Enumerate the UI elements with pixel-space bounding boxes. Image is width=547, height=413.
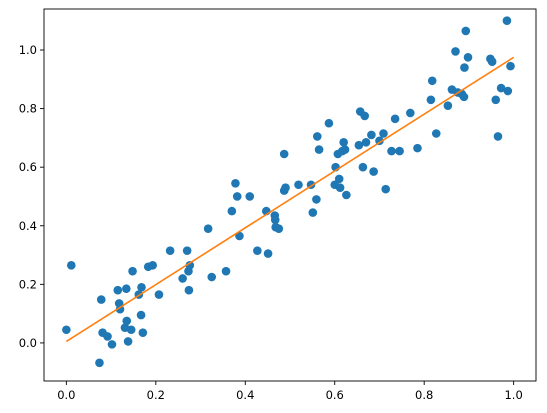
x-tick-label: 0.4	[236, 388, 254, 402]
x-tick-label: 0.0	[57, 388, 75, 402]
scatter-point	[113, 285, 123, 295]
scatter-point	[279, 149, 289, 159]
x-tick-label: 0.6	[326, 388, 344, 402]
scatter-point	[203, 224, 213, 233]
scatter-point	[148, 260, 157, 270]
scatter-point	[128, 266, 137, 276]
scatter-point	[369, 167, 378, 176]
scatter-point	[493, 132, 503, 141]
scatter-point	[121, 284, 131, 294]
x-tick-label: 1.0	[504, 388, 522, 402]
scatter-point	[324, 118, 334, 128]
y-tick-label: 0.0	[19, 336, 37, 350]
scatter-point	[138, 328, 148, 337]
axes: 0.0 0.2 0.4 0.6 0.8 1.0 0.0 0.2 0.4 0.6 0.8 1.0	[19, 8, 537, 402]
scatter-point	[115, 304, 125, 314]
x-tick-label: 0.8	[415, 388, 433, 402]
scatter-point	[245, 192, 255, 201]
scatter-point	[340, 145, 350, 154]
scatter-point	[390, 114, 400, 124]
scatter-point	[165, 246, 175, 255]
scatter-point	[431, 129, 441, 138]
y-tick-label: 0.6	[19, 160, 37, 174]
scatter-point	[487, 57, 497, 67]
scatter-point	[413, 143, 422, 153]
scatter-point	[294, 180, 303, 190]
scatter-point	[232, 192, 242, 201]
scatter-point	[308, 208, 318, 217]
y-tick-label: 1.0	[19, 43, 37, 57]
regression-line	[65, 56, 515, 343]
scatter-point	[235, 231, 244, 241]
scatter-point	[506, 61, 515, 71]
scatter-point	[123, 337, 133, 346]
scatter-point	[334, 174, 344, 184]
scatter-point	[361, 137, 371, 147]
scatter-point	[496, 83, 506, 93]
scatter-point	[263, 249, 273, 258]
scatter-point	[463, 53, 473, 62]
scatter-point	[395, 146, 404, 156]
y-tick-label: 0.4	[19, 219, 37, 233]
scatter-point	[95, 358, 104, 368]
scatter-point	[342, 190, 351, 200]
scatter-point	[231, 178, 240, 188]
scatter-point	[314, 145, 324, 154]
scatter-point	[451, 47, 460, 56]
scatter-point	[367, 130, 376, 140]
scatter-point	[253, 246, 262, 255]
scatter-point	[107, 340, 117, 349]
scatter-point	[354, 140, 364, 150]
scatter-point	[154, 290, 164, 299]
scatter-point	[375, 136, 384, 146]
scatter-point	[381, 184, 391, 194]
y-tick-label: 0.8	[19, 102, 37, 116]
scatter-point	[339, 137, 348, 147]
scatter-point	[502, 16, 512, 26]
scatter-point	[274, 224, 284, 233]
scatter-point	[360, 111, 369, 121]
scatter-point	[491, 95, 501, 105]
scatter-point	[461, 26, 471, 36]
scatter-point	[122, 316, 132, 326]
scatter-point	[426, 95, 436, 105]
scatter-point	[281, 183, 290, 192]
scatter-point	[460, 63, 469, 72]
scatter-point	[96, 295, 106, 304]
scatter-point	[270, 215, 280, 225]
scatter-point	[406, 108, 415, 118]
scatter-point	[136, 310, 146, 320]
scatter-point	[103, 332, 112, 341]
scatter-point	[312, 195, 321, 204]
scatter-point	[387, 146, 396, 156]
plot-frame	[43, 8, 537, 382]
plot-marks	[62, 16, 515, 368]
scatter-point	[178, 274, 187, 283]
scatter-point	[312, 132, 322, 141]
scatter-point	[185, 260, 195, 270]
scatter-point	[184, 285, 194, 295]
scatter-point	[207, 272, 217, 282]
y-tick-label: 0.2	[19, 277, 37, 291]
scatter-point	[379, 129, 388, 138]
scatter-point	[126, 325, 136, 335]
scatter-point	[335, 183, 345, 192]
x-tick-label: 0.2	[147, 388, 165, 402]
scatter-point	[459, 92, 469, 102]
scatter-point	[443, 101, 453, 110]
scatter-point	[137, 282, 146, 292]
scatter-point	[503, 86, 513, 96]
scatter-point	[227, 206, 237, 216]
scatter-point	[221, 266, 231, 276]
scatter-point	[427, 76, 437, 86]
scatter-point	[358, 162, 368, 172]
scatter-point	[62, 325, 71, 335]
scatter-point	[66, 260, 76, 270]
scatter-point	[182, 246, 192, 255]
